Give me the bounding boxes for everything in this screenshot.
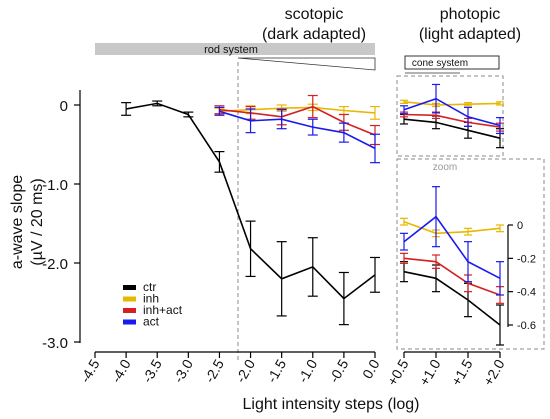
photopic-title-line1: photopic [440, 6, 501, 23]
series-inhact [400, 252, 504, 304]
x-tick-label: +1.5 [448, 356, 476, 388]
x-tick-label: 0.0 [359, 356, 383, 381]
series-line-inhact [219, 105, 376, 136]
series-act [214, 106, 380, 164]
series-line-act [403, 215, 501, 280]
zoom-dashed-box [396, 158, 545, 350]
x-axis-label: Light intensity steps (log) [243, 396, 420, 413]
x-tick-label: -0.5 [326, 356, 352, 385]
photopic-dashed-box [396, 75, 504, 157]
y-axis-label-line1: a-wave slope [9, 175, 26, 269]
series-act [400, 83, 504, 135]
x-tick-label: +2.0 [480, 356, 508, 388]
series-inh [400, 217, 504, 238]
series-line-inh [403, 220, 501, 235]
series-line-act [403, 97, 501, 127]
zoom-y-tick-label: -0.6 [517, 320, 536, 332]
y-tick-label: -1.0 [42, 177, 68, 194]
legend-label-ctr: ctr [143, 280, 156, 294]
legend-label-act: act [143, 315, 160, 329]
x-tick-label: -1.0 [294, 356, 320, 385]
x-tick-label: +0.5 [384, 356, 412, 388]
x-tick-label: -4.0 [108, 356, 134, 385]
y-tick-label: -3.0 [42, 335, 68, 352]
rod-system-bar [95, 43, 375, 55]
legend-swatch-inhact [123, 308, 136, 313]
scotopic-title-line2: (dark adapted) [262, 26, 366, 43]
zoom-y-tick-label: -0.4 [517, 287, 536, 299]
photopic-title-line2: (light adapted) [419, 26, 521, 43]
series-ctr [121, 100, 380, 326]
series-line-inhact [403, 113, 501, 128]
legend-label-inh: inh [143, 292, 159, 306]
series-ctr [400, 261, 504, 346]
x-tick-label: -2.5 [201, 356, 227, 385]
cone-system-label: cone system [412, 58, 468, 69]
legend-swatch-act [123, 319, 136, 325]
scotopic-title-line1: scotopic [285, 6, 344, 23]
series-inhact [214, 94, 380, 146]
rod-system-wedge [237, 57, 376, 71]
x-tick-label: -3.5 [139, 356, 165, 385]
x-tick-label: -3.0 [170, 356, 196, 385]
x-tick-label: -1.5 [263, 356, 289, 385]
y-tick-label: -2.0 [42, 256, 68, 273]
zoom-y-tick-label: -0.2 [517, 253, 536, 265]
x-tick-label: -4.5 [77, 356, 103, 385]
y-axis-label-line2: (µV / 20 ms) [29, 178, 46, 265]
series-line-inh [219, 106, 376, 114]
legend-swatch-ctr [123, 285, 136, 290]
legend-swatch-inh [123, 296, 136, 302]
y-tick-label: 0 [60, 98, 68, 115]
series-line-act [219, 110, 376, 150]
series-line-ctr [403, 270, 501, 326]
cone-system-bar [404, 55, 500, 70]
series-act [400, 186, 504, 296]
zoom-label: zoom [433, 162, 457, 173]
series-line-inhact [403, 257, 501, 296]
zoom-y-tick-label: 0 [517, 220, 523, 232]
x-tick-label: +1.0 [416, 356, 444, 388]
legend-label-inhact: inh+act [143, 303, 183, 317]
x-tick-label: -2.0 [232, 356, 258, 385]
series-line-ctr [403, 118, 501, 139]
rod-system-label: rod system [204, 44, 258, 56]
